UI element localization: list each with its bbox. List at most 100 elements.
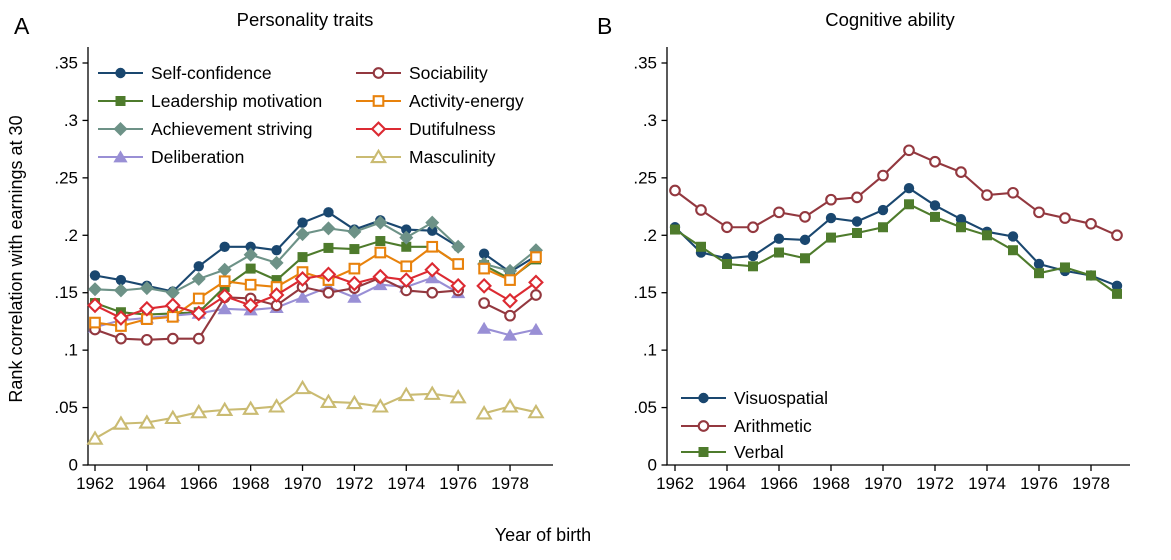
data-point-marker: [88, 282, 102, 297]
data-point-marker: [903, 182, 915, 194]
data-point-marker: [293, 379, 312, 395]
data-point-marker: [426, 286, 439, 299]
data-point-marker: [112, 415, 130, 430]
data-point-marker: [271, 245, 282, 256]
data-point-marker: [190, 305, 207, 322]
series-line: [674, 149, 1118, 237]
y-tick-label: .15: [54, 283, 78, 302]
data-point-marker: [297, 252, 308, 263]
legend-label: Deliberation: [151, 147, 244, 167]
data-point-marker: [89, 270, 101, 281]
panel-b-plot-area: 0 .05 .1 .15 .2 .25 .3 .35 1962 1964 1966 1968 1970 1…: [633, 47, 1130, 493]
panel-b-letter: B: [597, 13, 612, 39]
y-tick-label: .25: [633, 168, 657, 187]
x-tick-label: 1974: [387, 474, 425, 493]
x-tick-label: 1972: [916, 474, 954, 493]
x-tick-label: 1962: [76, 474, 114, 493]
data-point-marker: [323, 207, 334, 218]
data-point-marker: [87, 297, 103, 314]
legend-item: Dutifulness: [356, 119, 496, 139]
data-point-marker: [165, 285, 180, 300]
data-point-marker: [1033, 258, 1045, 270]
data-point-marker: [955, 166, 967, 178]
data-point-marker: [981, 189, 993, 201]
data-point-marker: [929, 155, 941, 168]
legend-label: Arithmetic: [734, 416, 812, 436]
data-point-marker: [955, 214, 967, 225]
data-point-marker: [400, 260, 413, 273]
legend-item: Achievement striving: [98, 119, 312, 139]
data-point-marker: [141, 333, 153, 346]
x-tick-label: 1968: [232, 474, 270, 493]
data-point-marker: [190, 403, 208, 419]
data-point-marker: [115, 274, 127, 286]
data-point-marker: [475, 405, 493, 420]
data-point-marker: [423, 385, 441, 400]
data-point-marker: [696, 241, 706, 252]
x-tick-label: 1974: [968, 474, 1006, 493]
data-point-marker: [878, 222, 888, 233]
data-point-marker: [347, 224, 362, 239]
data-point-marker: [1085, 217, 1097, 230]
y-tick-label: .3: [643, 111, 657, 130]
data-point-marker: [115, 96, 126, 106]
data-point-marker: [452, 258, 465, 270]
data-point-marker: [243, 247, 258, 262]
data-point-marker: [320, 266, 337, 283]
y-axis-label: Rank correlation with earnings at 30: [6, 115, 26, 402]
data-point-marker: [449, 388, 467, 404]
legend-item: Deliberation: [98, 147, 244, 167]
data-point-marker: [851, 216, 863, 227]
data-point-marker: [697, 420, 710, 432]
data-point-marker: [1059, 212, 1071, 224]
x-tick-label: 1978: [491, 474, 529, 493]
legend-item: Leadership motivation: [98, 91, 322, 111]
data-point-marker: [800, 253, 810, 264]
legend-item: Arithmetic: [681, 416, 812, 436]
panel-b-title: Cognitive ability: [825, 9, 955, 30]
data-point-marker: [216, 401, 234, 417]
data-point-marker: [929, 200, 941, 211]
data-point-marker: [502, 328, 518, 341]
y-tick-label: .35: [633, 54, 657, 73]
data-point-marker: [138, 300, 155, 317]
data-point-marker: [322, 286, 335, 299]
y-tick-label: .3: [64, 111, 78, 130]
data-point-marker: [244, 278, 257, 291]
data-point-marker: [86, 430, 104, 445]
x-tick-label: 1968: [812, 474, 850, 493]
x-tick-label: 1970: [864, 474, 902, 493]
data-point-marker: [139, 281, 154, 296]
x-tick-label: 1964: [708, 474, 746, 493]
data-point-marker: [401, 224, 412, 235]
data-point-marker: [323, 242, 334, 253]
data-point-marker: [1008, 245, 1018, 256]
data-point-marker: [370, 121, 387, 137]
legend-label: Leadership motivation: [151, 91, 322, 111]
data-point-marker: [424, 261, 441, 278]
data-point-marker: [113, 310, 129, 326]
data-point-marker: [427, 225, 438, 236]
legend-item: Visuospatial: [681, 388, 828, 408]
legend-item: Masculinity: [356, 147, 496, 167]
data-point-marker: [721, 221, 733, 234]
legend-label: Visuospatial: [734, 388, 828, 408]
data-point-marker: [242, 297, 259, 314]
y-tick-label: .25: [54, 168, 78, 187]
data-point-marker: [217, 262, 232, 277]
data-point-marker: [773, 233, 785, 244]
data-point-marker: [113, 150, 128, 163]
legend-label: Masculinity: [409, 147, 496, 167]
y-tick-label: .2: [64, 226, 78, 245]
data-point-marker: [164, 409, 182, 425]
data-point-marker: [527, 403, 545, 419]
panel-a-title: Personality traits: [237, 9, 374, 30]
legend-label: Dutifulness: [409, 119, 496, 139]
x-tick-label: 1962: [656, 474, 694, 493]
data-point-marker: [269, 255, 284, 270]
data-point-marker: [399, 230, 414, 245]
data-point-marker: [773, 206, 785, 219]
data-point-marker: [504, 274, 516, 286]
data-point-marker: [799, 211, 811, 223]
y-tick-label: 0: [69, 456, 78, 475]
